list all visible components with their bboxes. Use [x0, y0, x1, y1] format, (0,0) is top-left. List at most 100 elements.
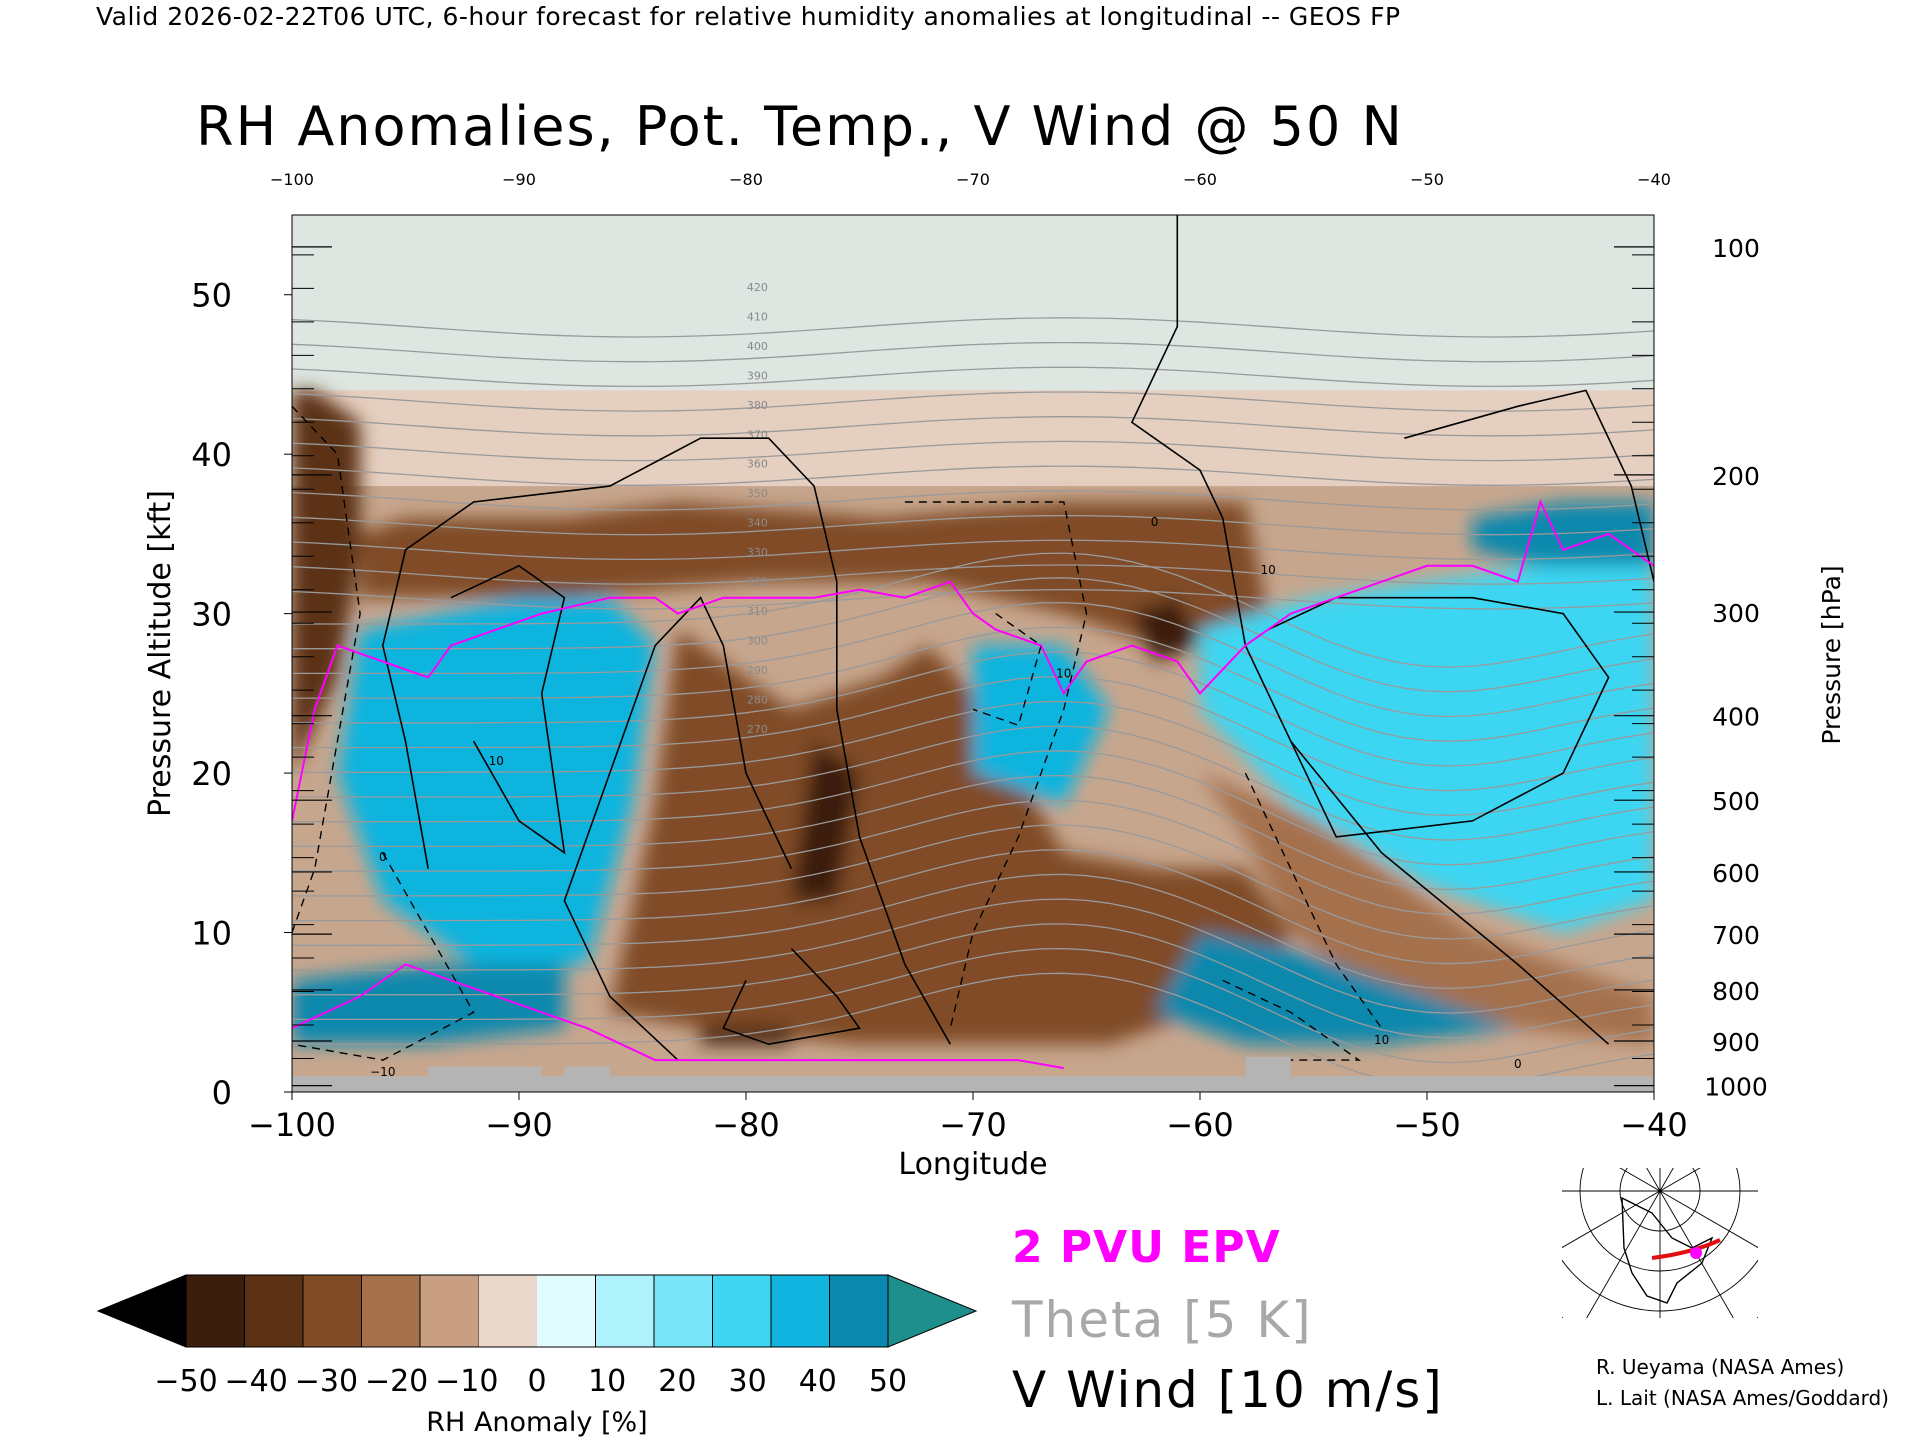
- theta-line: [292, 391, 1654, 412]
- y-tick-label: 20: [191, 755, 232, 793]
- contour-overlays: 420 410 400 390 380 370 360 350 340 330 320 310 300 2…: [292, 215, 1654, 1092]
- vwind-line: [450, 564, 566, 855]
- rh-field: [292, 215, 1654, 1092]
- theta-label: 330: [747, 546, 768, 559]
- rh-dry-region-0: [292, 390, 361, 774]
- y-tick-label: 30: [191, 596, 232, 634]
- pressure-tick-label: 200: [1712, 462, 1760, 491]
- theta-line: [292, 898, 1654, 1014]
- y-tick-label: 0: [212, 1074, 232, 1112]
- theta-line: [292, 440, 1654, 462]
- colorbar-bin: [595, 1274, 655, 1348]
- vwind-negative-line: [1222, 979, 1362, 1061]
- colorbar-bin: [770, 1274, 830, 1348]
- axes: −100−100−90−90−80−80−70−70−60−60−50−50−4…: [143, 170, 1846, 1182]
- pressure-tick-label: 500: [1712, 787, 1760, 816]
- epv-2pvu-low-line: [292, 963, 1064, 1070]
- y-tick-label: 40: [191, 436, 232, 474]
- pressure-tick-label: 900: [1712, 1028, 1760, 1057]
- credit-line-1: R. Ueyama (NASA Ames): [1596, 1355, 1845, 1379]
- inset-continent-outline: [1621, 1196, 1714, 1304]
- pressure-tick-label: 400: [1712, 703, 1760, 732]
- wind-label: 0: [1151, 515, 1159, 529]
- y-tick-label: 10: [191, 915, 232, 953]
- colorbar-bin: [419, 1274, 479, 1348]
- theta-line: [292, 799, 1654, 915]
- x-tick-label: −80: [712, 1106, 780, 1144]
- rh-wet-region-10: [1154, 932, 1518, 1045]
- wind-label: 10: [1260, 563, 1275, 577]
- y-tick-label: 50: [191, 277, 232, 315]
- theta-line: [292, 564, 1654, 585]
- theta-line: [292, 626, 1654, 742]
- x-axis-label: Longitude: [898, 1147, 1047, 1182]
- theta-label: 380: [747, 399, 768, 412]
- colorbar-bin: [537, 1275, 596, 1347]
- colorbar-bin: [478, 1275, 537, 1347]
- pressure-tick-label: 700: [1712, 921, 1760, 950]
- theta-label: 350: [747, 487, 768, 500]
- credits: R. Ueyama (NASA Ames) L. Lait (NASA Ames…: [1596, 1352, 1889, 1414]
- theta-line: [292, 774, 1654, 891]
- legend-item-vwind: V Wind [10 m/s]: [1012, 1361, 1444, 1419]
- colorbar-bin: [361, 1274, 421, 1348]
- wind-label: 10: [1056, 666, 1071, 680]
- vwind-negative-line: [904, 501, 1088, 1029]
- pressure-tick-label: 100: [1712, 234, 1760, 263]
- theta-contours: [292, 317, 1654, 1088]
- x-tick-label: −100: [248, 1106, 336, 1144]
- legend-item-theta: Theta [5 K]: [1012, 1291, 1313, 1349]
- theta-label: 280: [747, 694, 768, 707]
- theta-line: [292, 651, 1654, 767]
- wind-label: 10: [489, 754, 504, 768]
- vwind-line: [722, 947, 861, 1046]
- theta-line: [292, 923, 1654, 1039]
- vwind-contours: [381, 215, 1654, 1061]
- rh-wet-region-9: [1200, 549, 1654, 933]
- x-tick-label: −50: [1393, 1106, 1461, 1144]
- theta-line: [292, 849, 1654, 965]
- colorbar-bin: [712, 1274, 772, 1348]
- theta-label: 270: [747, 723, 768, 736]
- chart-title: RH Anomalies, Pot. Temp., V Wind @ 50 N: [196, 95, 1404, 158]
- theta-line: [292, 700, 1654, 817]
- pressure-tick-label: 300: [1712, 599, 1760, 628]
- colorbar-tick-label: 10: [588, 1364, 626, 1399]
- theta-line: [292, 490, 1654, 511]
- theta-line: [292, 416, 1654, 437]
- theta-line: [292, 725, 1654, 841]
- vwind-line: [1404, 389, 1654, 582]
- vwind-line: [381, 437, 951, 1045]
- legend-item-epv: 2 PVU EPV: [1012, 1222, 1281, 1273]
- theta-label: 400: [747, 340, 768, 353]
- pressure-tick-label: 1000: [1704, 1073, 1768, 1102]
- theta-label: 290: [747, 664, 768, 677]
- theta-line: [292, 589, 1654, 610]
- colorbar-under-arrow: [96, 1274, 187, 1348]
- rh-dry-region-4: [1131, 597, 1200, 662]
- x-tick-label: −70: [939, 1106, 1007, 1144]
- colorbar-bin: [653, 1274, 713, 1348]
- theta-line: [292, 341, 1654, 363]
- inset-meridian: [1562, 1190, 1661, 1249]
- vwind-negative-line: [292, 405, 361, 933]
- theta-label: 310: [747, 605, 768, 618]
- colorbar-bin: [302, 1274, 362, 1348]
- colorbar-tick-label: −10: [435, 1364, 498, 1399]
- x-tick-label: −60: [1166, 1106, 1234, 1144]
- theta-label: 320: [747, 576, 768, 589]
- colorbar-tick-label: −40: [225, 1364, 288, 1399]
- pressure-tick-label: 800: [1712, 977, 1760, 1006]
- y-axis-label: Pressure Altitude [kft]: [143, 490, 178, 817]
- colorbar-label: RH Anomaly [%]: [426, 1407, 647, 1438]
- colorbar-bin: [829, 1274, 889, 1348]
- credit-line-2: L. Lait (NASA Ames/Goddard): [1596, 1386, 1889, 1410]
- inset-meridian: [1619, 1168, 1661, 1192]
- colorbar-tick-label: 20: [658, 1364, 696, 1399]
- vwind-negative-line: [1244, 772, 1383, 1029]
- theta-line: [292, 539, 1654, 561]
- colorbar-bin: [185, 1274, 245, 1348]
- wind-label: −10: [370, 1065, 395, 1079]
- colorbar-tick-label: −50: [154, 1364, 217, 1399]
- inset-section-line: [1651, 1238, 1721, 1260]
